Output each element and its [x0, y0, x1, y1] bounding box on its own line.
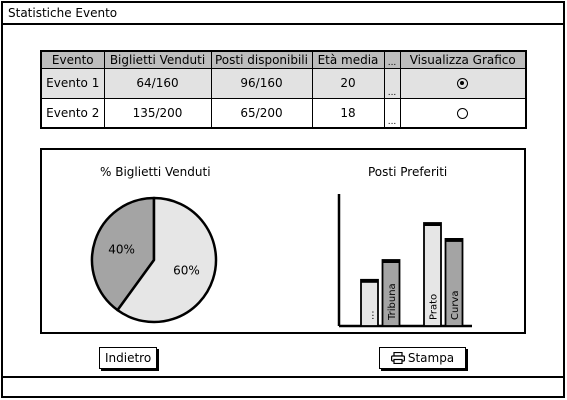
bar-cap — [361, 280, 378, 283]
events-table: Evento Biglietti Venduti Posti disponibi… — [40, 50, 527, 129]
charts-canvas: 40% 60%... Tribuna Prato Curva — [42, 150, 528, 336]
bar-cap — [446, 239, 463, 242]
cell-more: ... — [384, 98, 400, 128]
cell-eta-media: 18 — [312, 98, 384, 128]
cell-biglietti-venduti: 135/200 — [104, 98, 211, 128]
column-header-more: ... — [384, 51, 400, 68]
pie-slice-label: 40% — [108, 243, 135, 257]
bar-label: ... — [366, 310, 377, 320]
column-header-posti-disponibili: Posti disponibili — [211, 51, 312, 68]
print-button-label: Stampa — [408, 351, 454, 365]
title-bar: Statistiche Evento — [3, 3, 563, 25]
cell-eta-media: 20 — [312, 68, 384, 98]
cell-biglietti-venduti: 64/160 — [104, 68, 211, 98]
table-header-row: Evento Biglietti Venduti Posti disponibi… — [41, 51, 526, 68]
cell-evento: Evento 2 — [41, 98, 104, 128]
chart-panel: % Biglietti Venduti Posti Preferiti 40% 6… — [40, 148, 526, 334]
column-header-visualizza-grafico: Visualizza Grafico — [400, 51, 526, 68]
cell-evento: Evento 1 — [41, 68, 104, 98]
table-row[interactable]: Evento 1 64/160 96/160 20 ... — [41, 68, 526, 98]
cell-posti-disponibili: 65/200 — [211, 98, 312, 128]
radio-visualizza-evento-1[interactable] — [457, 78, 468, 89]
cell-posti-disponibili: 96/160 — [211, 68, 312, 98]
cell-more: ... — [384, 68, 400, 98]
printer-icon — [391, 352, 405, 364]
window-title: Statistiche Evento — [8, 6, 117, 20]
cell-visualizza-grafico — [400, 68, 526, 98]
bar-label: Tribuna — [387, 283, 398, 321]
print-button[interactable]: Stampa — [379, 347, 466, 369]
cell-visualizza-grafico — [400, 98, 526, 128]
status-bar — [3, 376, 563, 396]
radio-visualizza-evento-2[interactable] — [457, 108, 468, 119]
bar-label: Prato — [429, 294, 440, 320]
column-header-eta-media: Età media — [312, 51, 384, 68]
column-header-evento: Evento — [41, 51, 104, 68]
bar-label: Curva — [450, 291, 461, 320]
bar-cap — [424, 223, 441, 226]
column-header-biglietti-venduti: Biglietti Venduti — [104, 51, 211, 68]
table-row[interactable]: Evento 2 135/200 65/200 18 ... — [41, 98, 526, 128]
back-button[interactable]: Indietro — [99, 347, 157, 369]
pie-slice-label: 60% — [173, 264, 200, 278]
bar-cap — [383, 260, 400, 263]
